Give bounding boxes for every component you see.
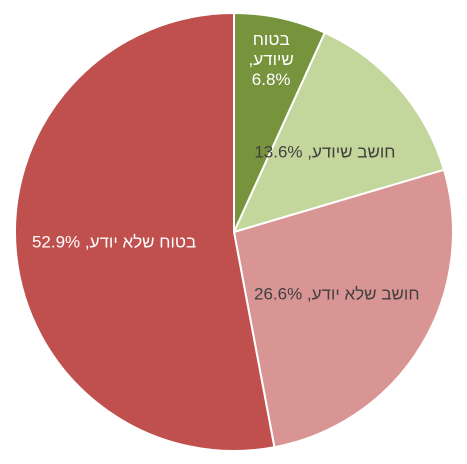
data-label: בטוח שיודע, 6.8% — [249, 30, 294, 89]
pie-slice — [232, 168, 454, 449]
data-label: בטוח שלא יודע, 52.9% — [32, 233, 196, 252]
data-label: חושב שלא יודע, 26.6% — [254, 284, 420, 303]
data-label-line: שיודע, — [249, 50, 294, 69]
data-label-line: בטוח — [253, 30, 290, 49]
data-label: חושב שיודע, 13.6% — [254, 142, 395, 161]
data-label-line: 6.8% — [252, 70, 291, 89]
pie-slice — [232, 31, 446, 234]
pie-slice — [14, 11, 276, 452]
